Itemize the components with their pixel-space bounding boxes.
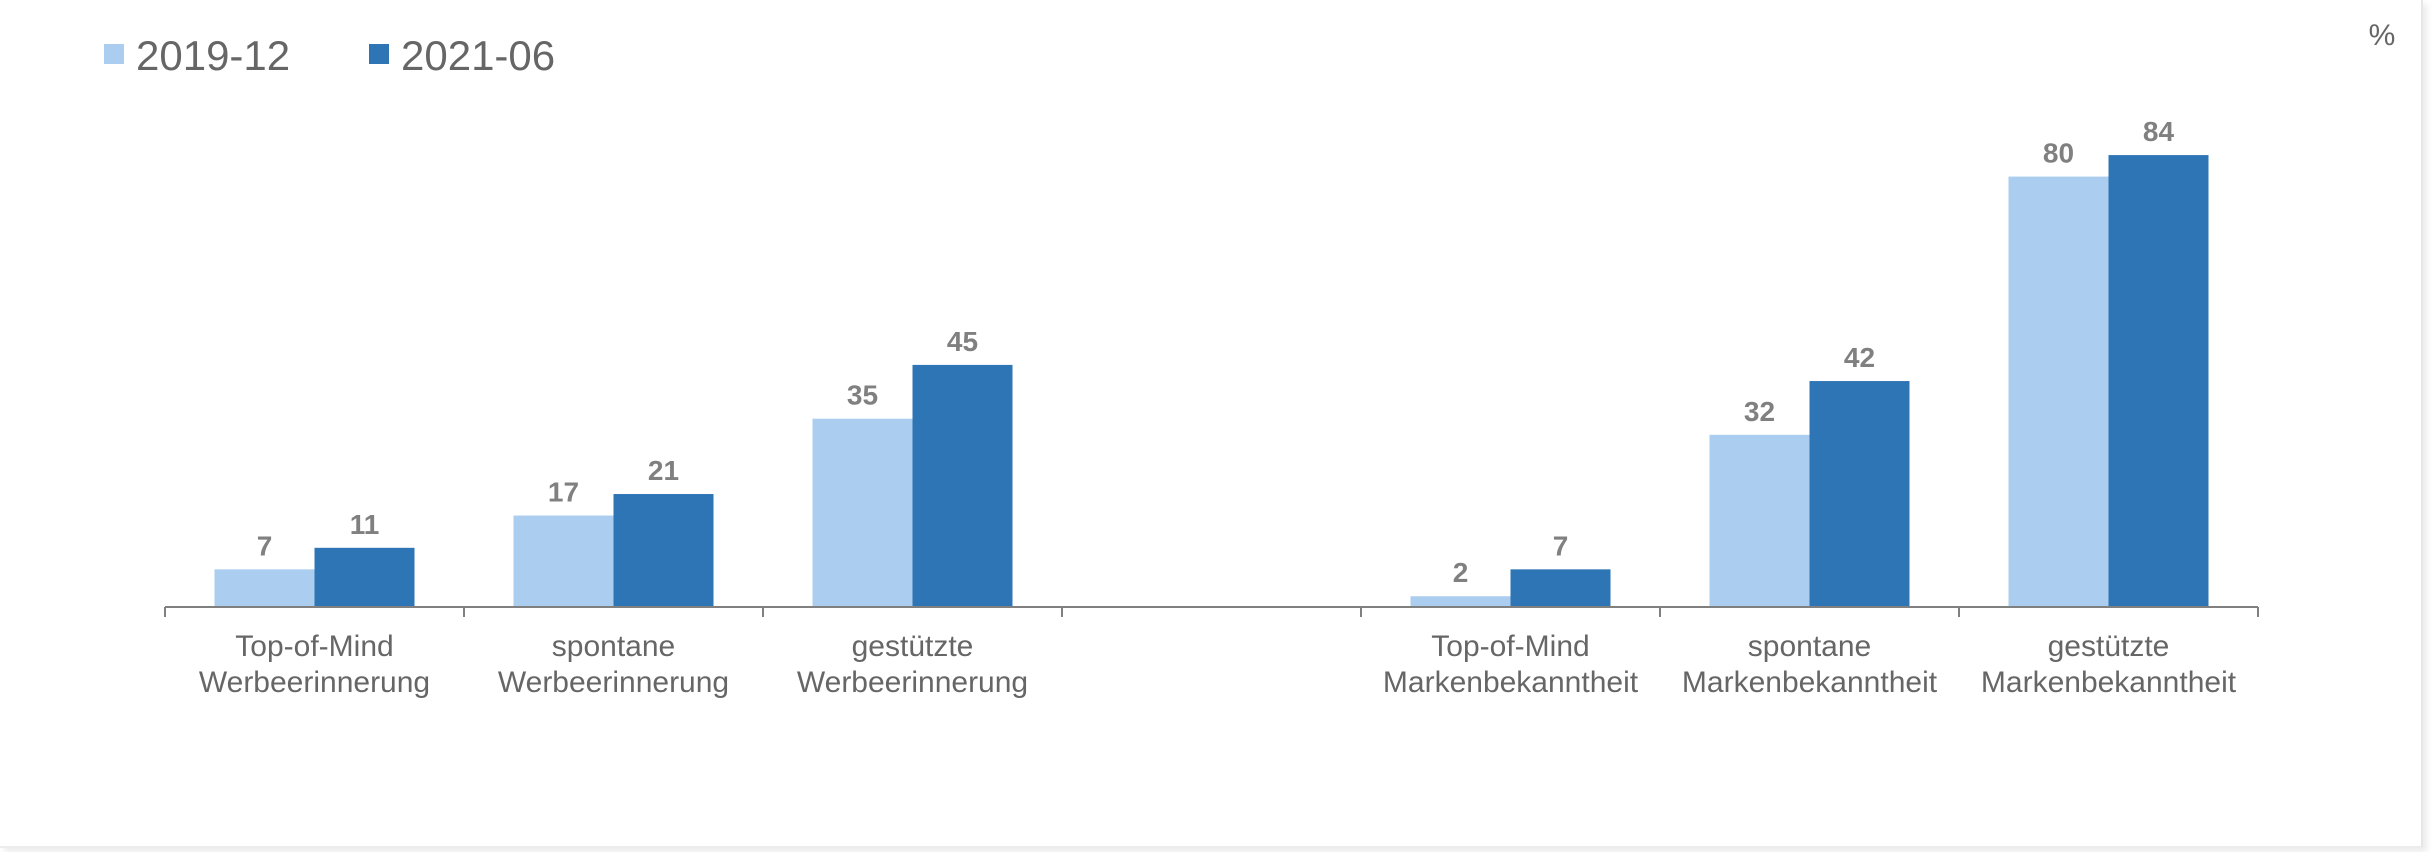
- data-label: 21: [648, 455, 679, 486]
- bar-2021-06: [314, 547, 415, 607]
- data-label: 45: [947, 326, 978, 357]
- bar-2021-06: [1510, 569, 1611, 607]
- data-label: 35: [847, 380, 878, 411]
- unit-label: %: [2369, 19, 2396, 52]
- x-tick-label: Markenbekanntheit: [1682, 666, 1938, 699]
- bar-2021-06: [613, 494, 714, 607]
- data-label: 42: [1844, 342, 1875, 373]
- data-label: 84: [2143, 116, 2175, 147]
- data-label: 2: [1453, 557, 1469, 588]
- legend-label: 2019-12: [136, 32, 290, 79]
- bar-2019-12: [812, 418, 913, 607]
- data-label: 7: [1553, 530, 1569, 561]
- bar-2021-06: [1809, 381, 1910, 607]
- data-label: 32: [1744, 396, 1775, 427]
- bar-2019-12: [1410, 596, 1511, 607]
- x-axis: Top-of-MindWerbeerinnerungspontaneWerbee…: [164, 606, 2259, 699]
- bar-2019-12: [2008, 176, 2109, 607]
- data-label: 7: [257, 530, 273, 561]
- legend: 2019-12 2021-06: [104, 32, 555, 79]
- legend-swatch: [104, 44, 124, 64]
- x-tick-label: Markenbekanntheit: [1981, 666, 2237, 699]
- x-tick-label: Top-of-Mind: [1431, 630, 1589, 663]
- x-tick-label: Top-of-Mind: [235, 630, 393, 663]
- bar-2021-06: [912, 364, 1013, 607]
- bar-2021-06: [2108, 155, 2209, 607]
- x-tick-label: Werbeerinnerung: [498, 666, 729, 699]
- bar-2019-12: [1709, 434, 1810, 607]
- x-tick-label: gestützte: [852, 630, 974, 663]
- data-labels: 7 11 17 21 35 45 2 7 32 42 80 84: [257, 116, 2175, 588]
- legend-label: 2021-06: [401, 32, 555, 79]
- bar-2019-12: [513, 515, 614, 607]
- bars: [214, 155, 2209, 607]
- legend-swatch: [369, 44, 389, 64]
- x-tick-label: Werbeerinnerung: [797, 666, 1028, 699]
- x-tick-label: gestützte: [2048, 630, 2170, 663]
- x-tick-label: Markenbekanntheit: [1383, 666, 1639, 699]
- data-label: 11: [350, 509, 380, 540]
- bar-2019-12: [214, 569, 315, 607]
- data-label: 80: [2043, 138, 2074, 169]
- x-tick-label: spontane: [552, 630, 675, 663]
- x-tick-label: spontane: [1748, 630, 1871, 663]
- x-tick-label: Werbeerinnerung: [199, 666, 430, 699]
- data-label: 17: [548, 477, 579, 508]
